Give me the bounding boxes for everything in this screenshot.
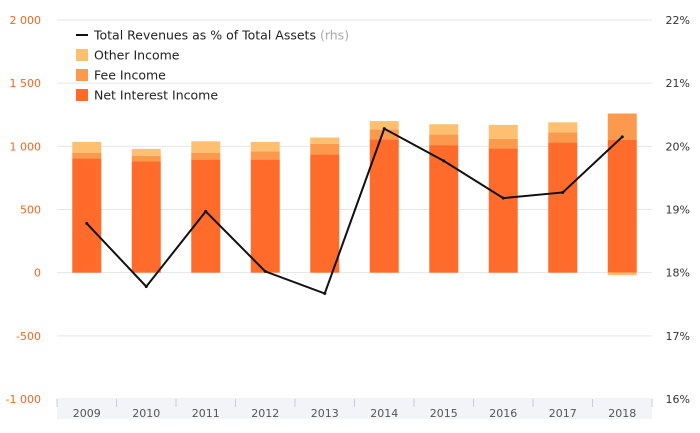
line-point-2013 [323,292,327,296]
bar-other-income-2013 [310,137,340,144]
bar-fee-income-2014 [369,129,399,140]
legend-label-suffix: (rhs) [320,28,349,43]
line-point-2010 [144,285,148,289]
bar-net-interest-income-2015 [429,145,459,273]
x-tick-label: 2018 [608,407,636,420]
legend-swatch-fee-income [76,69,88,81]
bar-net-interest-income-2013 [310,154,340,273]
x-tick-label: 2016 [489,407,517,420]
bar-other-income-2016 [488,124,518,139]
legend-swatch-net-interest-income [76,89,88,101]
legend-swatch-other-income [76,49,88,61]
y-right-tick-label: 22% [666,14,690,27]
legend-label-text: Total Revenues as % of Total Assets [93,28,316,43]
line-point-2016 [501,196,505,200]
bar-other-income-2015 [429,124,459,135]
legend-label-text: Other Income [94,48,180,63]
x-tick-label: 2017 [549,407,577,420]
bar-fee-income-2009 [72,152,102,159]
line-point-2017 [561,190,565,194]
legend-label-other-income: Other Income [94,48,180,63]
bar-other-income-2018 [607,272,637,276]
y-left-tick-label: 1 000 [10,140,42,153]
legend-label-fee-income: Fee Income [94,68,166,83]
x-tick-label: 2012 [251,407,279,420]
x-tick-label: 2011 [192,407,220,420]
bar-net-interest-income-2014 [369,139,399,273]
y-axis-right: 16% 17% 18% 19% 20% 21% 22% [666,14,690,406]
legend-label-text: Net Interest Income [94,88,218,103]
line-point-2011 [204,209,208,213]
bar-net-interest-income-2016 [488,148,518,273]
y-axis-left: -1 000 -500 0 500 1 000 1 500 2 000 [6,14,41,406]
y-right-tick-label: 16% [666,393,690,406]
y-left-tick-label: 1 500 [10,77,42,90]
y-right-tick-label: 21% [666,77,690,90]
bar-fee-income-2011 [191,152,221,160]
line-point-2015 [442,159,446,163]
y-right-tick-label: 17% [666,330,690,343]
bar-fee-income-2015 [429,134,459,146]
line-point-2009 [85,221,89,225]
legend: Total Revenues as % of Total Assets (rhs)… [76,28,349,103]
legend-label-text: Fee Income [94,68,166,83]
line-point-2012 [263,269,267,273]
x-axis: 2009 2010 2011 2012 2013 2014 2015 2016 2017 2018 [56,399,653,420]
revenue-ratio-polyline [86,127,623,295]
y-left-tick-label: 500 [20,204,41,217]
y-right-tick-label: 18% [666,267,690,280]
bar-net-interest-income-2018 [607,140,637,273]
bars [72,113,637,276]
y-right-tick-label: 20% [666,140,690,153]
y-right-tick-label: 19% [666,204,690,217]
y-left-tick-label: -500 [16,330,41,343]
bar-other-income-2012 [250,141,280,152]
x-tick-label: 2009 [73,407,101,420]
line-point-2018 [620,135,624,139]
x-tick-label: 2014 [370,407,398,420]
bar-fee-income-2016 [488,138,518,149]
bar-other-income-2017 [548,122,578,133]
y-left-tick-label: 0 [34,267,41,280]
revenue-ratio-line [85,127,624,296]
line-point-2014 [382,127,386,131]
bar-net-interest-income-2012 [250,159,280,273]
bar-other-income-2014 [369,121,399,130]
x-tick-label: 2010 [132,407,160,420]
y-left-tick-label: 2 000 [10,14,42,27]
legend-label-net-interest-income: Net Interest Income [94,88,218,103]
bar-fee-income-2010 [131,155,161,162]
bar-other-income-2011 [191,141,221,153]
bar-other-income-2009 [72,141,102,153]
x-tick-label: 2013 [311,407,339,420]
bar-net-interest-income-2010 [131,161,161,273]
y-left-tick-label: -1 000 [6,393,41,406]
x-tick-label: 2015 [430,407,458,420]
bar-net-interest-income-2009 [72,158,102,273]
bar-net-interest-income-2011 [191,159,221,273]
legend-label-total-revenues-as-of-total-assets: Total Revenues as % of Total Assets (rhs) [93,28,349,43]
bar-fee-income-2013 [310,143,340,155]
bar-fee-income-2017 [548,132,578,143]
bar-fee-income-2012 [250,151,280,160]
x-axis-band [57,399,652,419]
bar-net-interest-income-2017 [548,142,578,273]
bar-other-income-2010 [131,148,161,156]
